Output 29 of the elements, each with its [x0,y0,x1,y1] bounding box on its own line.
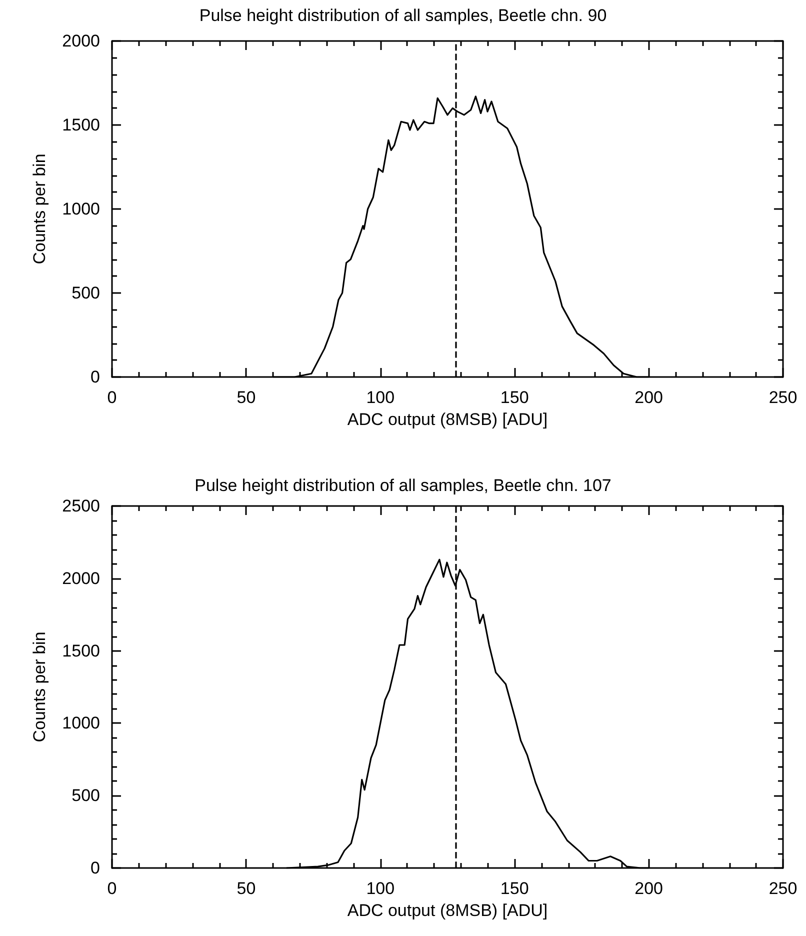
x-tick-label: 150 [500,388,529,407]
x-tick-label: 200 [634,388,663,407]
x-tick-label: 200 [634,879,663,898]
y-tick-label: 2000 [62,568,100,588]
x-tick-label: 250 [768,879,798,898]
x-axis-title: ADC output (8MSB) [ADU] [347,410,548,429]
y-tick-label: 0 [90,858,100,878]
chart-title: Pulse height distribution of all samples, Beetle chn. 90 [199,6,607,25]
y-axis-title: Counts per bin [30,154,49,264]
x-tick-label: 150 [500,879,529,898]
y-tick-label: 2500 [62,496,100,516]
y-tick-label: 1000 [62,200,100,218]
x-tick-label: 250 [768,388,798,407]
y-tick-label: 500 [72,786,100,806]
x-tick-label: 50 [236,879,256,898]
y-tick-label: 1500 [62,116,100,134]
y-tick-label: 1500 [62,641,100,660]
y-tick-label: 1000 [62,714,100,733]
y-tick-label: 2000 [62,32,100,50]
x-tick-label: 100 [366,388,395,407]
x-axis-title: ADC output (8MSB) [ADU] [347,900,548,920]
y-axis-title: Counts per bin [30,632,49,742]
x-tick-label: 0 [107,879,117,898]
y-tick-label: 500 [72,284,100,302]
x-tick-label: 100 [366,879,395,898]
x-tick-label: 0 [107,388,117,407]
x-tick-label: 50 [236,388,256,407]
chart-title: Pulse height distribution of all samples, Beetle chn. 107 [194,476,612,495]
y-tick-label: 0 [90,368,100,386]
